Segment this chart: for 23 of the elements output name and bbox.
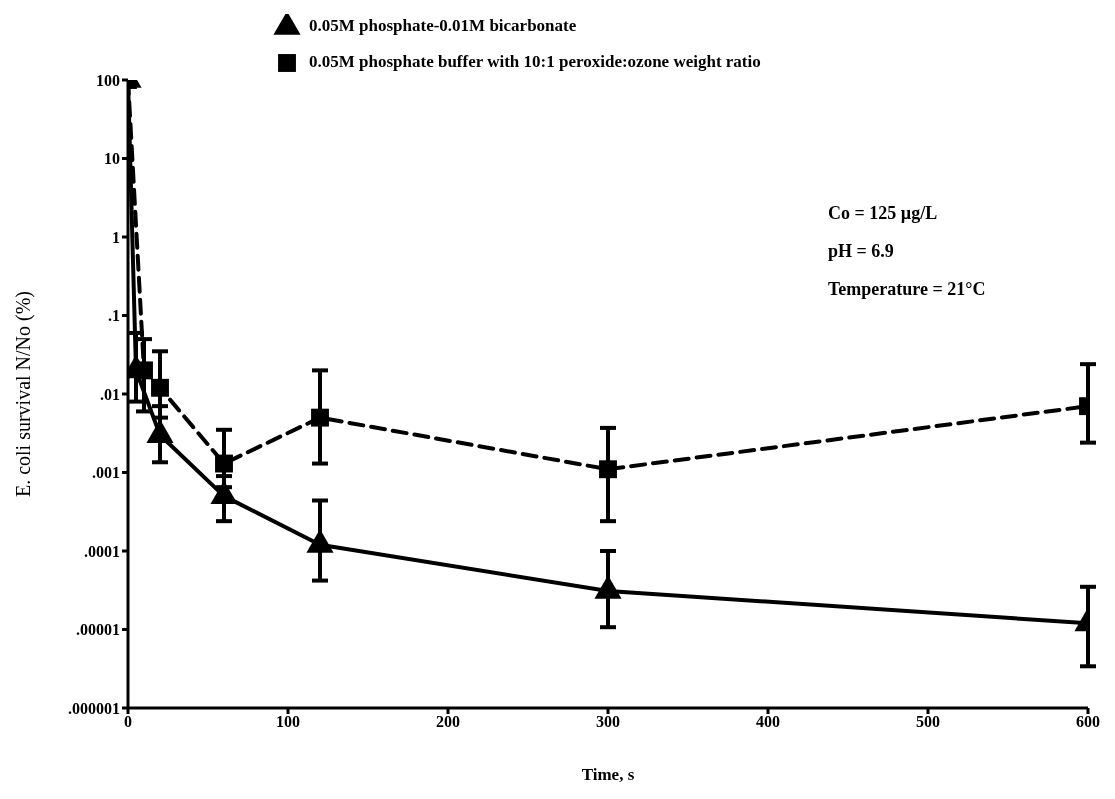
x-tick-label: 300	[596, 713, 620, 731]
x-tick-label: 400	[756, 713, 780, 731]
legend-label: 0.05M phosphate-0.01M bicarbonate	[309, 16, 577, 36]
y-axis-title: E. coli survival N/No (%)	[12, 290, 36, 498]
y-tick-label: 10	[104, 150, 120, 168]
y-tick-label: .001	[92, 464, 120, 482]
x-tick-label: 600	[1076, 713, 1100, 731]
x-axis-title: Time, s	[581, 765, 635, 785]
annotation: pH = 6.9	[828, 241, 895, 263]
annotation: Co = 125 µg/L	[828, 203, 939, 225]
y-tick-label: .000001	[68, 699, 120, 717]
x-tick-label: 100	[276, 713, 300, 731]
y-tick-label: .01	[100, 385, 120, 403]
y-tick-label: .0001	[84, 542, 120, 560]
y-tick-label: 1	[112, 228, 120, 246]
legend-label: 0.05M phosphate buffer with 10:1 peroxide:ozone weight ratio	[309, 52, 761, 72]
y-tick-label: .1	[108, 307, 120, 325]
x-tick-label: 500	[916, 713, 940, 731]
y-tick-label: .00001	[76, 621, 120, 639]
x-tick-label: 200	[436, 713, 460, 731]
x-tick-label: 0	[124, 713, 132, 731]
y-tick-label: 100	[96, 71, 120, 89]
annotation: Temperature = 21°C	[828, 279, 986, 301]
